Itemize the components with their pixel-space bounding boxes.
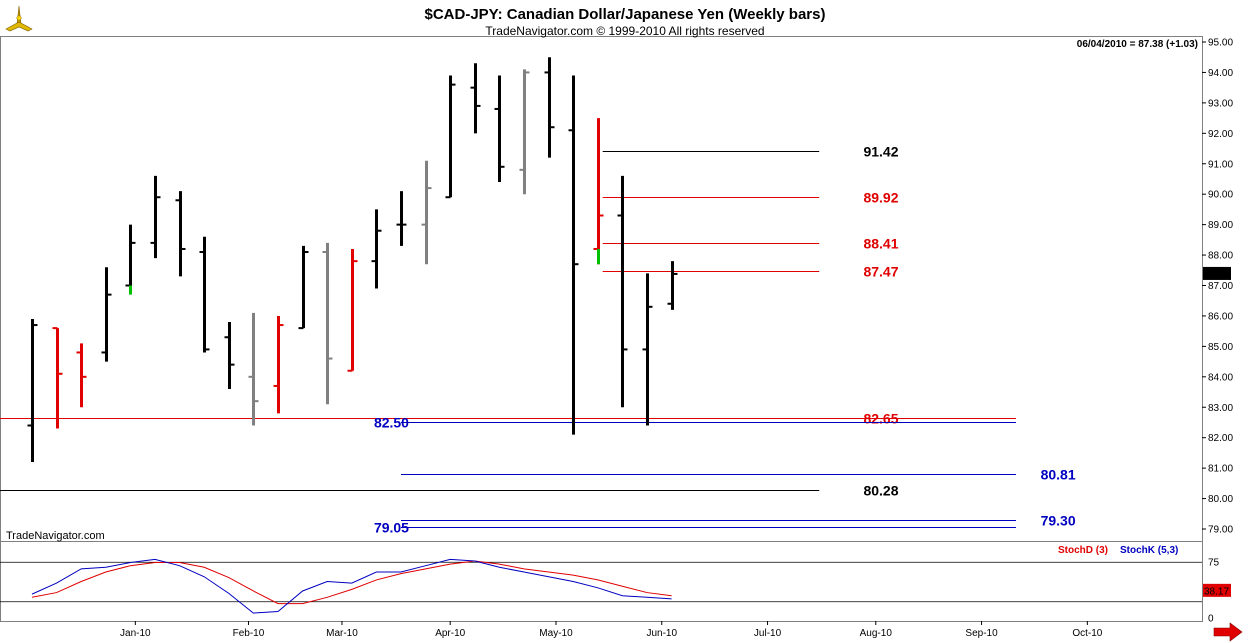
stoch-legend-d: StochD (3) bbox=[1058, 545, 1108, 556]
x-tick-label: Apr-10 bbox=[435, 628, 465, 639]
y-tick-label: 80.00 bbox=[1208, 494, 1233, 505]
level-lines: 91.42 89.92 88.41 87.47 82.65 82.50 80.81 80.28… bbox=[0, 144, 1076, 536]
stoch-y-tick-label: 75 bbox=[1208, 557, 1220, 568]
last-price-badge: 87.38 bbox=[1203, 266, 1231, 280]
y-tick-label: 94.00 bbox=[1208, 68, 1233, 79]
ohlc-bar bbox=[76, 343, 87, 408]
ohlc-bar bbox=[593, 118, 604, 265]
ohlc-bar bbox=[519, 69, 530, 195]
y-tick-label: 84.00 bbox=[1208, 372, 1233, 383]
ohlc-bar bbox=[617, 175, 628, 408]
price-bars bbox=[27, 57, 678, 463]
x-tick-label: Oct-10 bbox=[1072, 628, 1102, 639]
level-label: 82.65 bbox=[863, 411, 898, 427]
y-tick-label: 90.00 bbox=[1208, 190, 1233, 201]
stoch-panel-frame bbox=[0, 541, 1203, 622]
stoch-panel: 75 0 StochD (3) StochK (5,3) bbox=[0, 545, 1220, 625]
stoch-y-tick-label: 0 bbox=[1208, 614, 1214, 625]
ohlc-bar bbox=[667, 261, 678, 310]
y-tick-label: 79.00 bbox=[1208, 525, 1233, 536]
y-tick-label: 82.00 bbox=[1208, 433, 1233, 444]
svg-text:87.38: 87.38 bbox=[1204, 269, 1229, 280]
x-tick-label: Jul-10 bbox=[754, 628, 782, 639]
level-label: 82.50 bbox=[374, 415, 409, 431]
price-panel-frame bbox=[0, 36, 1203, 542]
y-tick-label: 81.00 bbox=[1208, 464, 1233, 475]
y-tick-label: 87.00 bbox=[1208, 281, 1233, 292]
ohlc-bar bbox=[322, 242, 333, 405]
x-tick-label: Aug-10 bbox=[860, 628, 893, 639]
stoch-value-badge: 38.17 bbox=[1203, 583, 1231, 597]
level-label: 79.05 bbox=[374, 520, 409, 536]
chart-subtitle: TradeNavigator.com © 1999-2010 All right… bbox=[485, 24, 764, 38]
y-tick-label: 89.00 bbox=[1208, 220, 1233, 231]
level-label: 79.30 bbox=[1041, 513, 1076, 529]
y-tick-label: 86.00 bbox=[1208, 311, 1233, 322]
scroll-right-arrow-icon[interactable] bbox=[1213, 622, 1243, 642]
tradenavigator-logo-icon bbox=[4, 5, 34, 33]
ohlc-bar bbox=[125, 224, 136, 289]
ohlc-bar bbox=[199, 236, 210, 353]
y-tick-label: 85.00 bbox=[1208, 342, 1233, 353]
x-tick-label: Feb-10 bbox=[233, 628, 265, 639]
y-tick-label: 93.00 bbox=[1208, 98, 1233, 109]
ohlc-bar bbox=[273, 315, 284, 414]
ohlc-bar bbox=[101, 267, 112, 362]
ohlc-bar bbox=[298, 245, 309, 330]
x-tick-label: May-10 bbox=[539, 628, 573, 639]
ohlc-bar bbox=[27, 318, 38, 463]
quote-readout: 06/04/2010 = 87.38 (+1.03) bbox=[1077, 39, 1198, 50]
chart-title: $CAD-JPY: Canadian Dollar/Japanese Yen (… bbox=[425, 6, 826, 23]
y-tick-label: 92.00 bbox=[1208, 129, 1233, 140]
stoch-d-line bbox=[31, 560, 672, 605]
stoch-legend-k: StochK (5,3) bbox=[1120, 545, 1178, 556]
ohlc-bar bbox=[248, 312, 259, 426]
ohlc-bar bbox=[642, 273, 653, 426]
ohlc-bar bbox=[347, 248, 358, 372]
ohlc-bar bbox=[224, 322, 235, 389]
x-tick-label: Mar-10 bbox=[326, 628, 358, 639]
ohlc-bar bbox=[445, 75, 456, 199]
level-label: 80.28 bbox=[863, 483, 898, 499]
stoch-k-line bbox=[31, 558, 672, 614]
watermark-text: TradeNavigator.com bbox=[6, 530, 105, 542]
x-axis-ticks: Jan-10 Feb-10 Mar-10 Apr-10 May-10 Jun-10 Jul-… bbox=[120, 621, 1103, 639]
level-label: 87.47 bbox=[863, 264, 898, 280]
ohlc-bar bbox=[175, 191, 186, 277]
ohlc-bar bbox=[544, 57, 555, 158]
x-tick-label: Sep-10 bbox=[965, 628, 998, 639]
ohlc-bar bbox=[396, 191, 407, 246]
ohlc-bar bbox=[494, 75, 505, 183]
level-label: 91.42 bbox=[863, 144, 898, 160]
level-label: 88.41 bbox=[863, 236, 898, 252]
y-tick-label: 88.00 bbox=[1208, 251, 1233, 262]
level-label: 80.81 bbox=[1041, 467, 1076, 483]
ohlc-bar bbox=[52, 327, 63, 429]
x-tick-label: Jan-10 bbox=[120, 628, 151, 639]
ohlc-bar bbox=[421, 160, 432, 265]
svg-text:38.17: 38.17 bbox=[1204, 586, 1229, 597]
x-tick-label: Jun-10 bbox=[646, 628, 677, 639]
ohlc-bar bbox=[371, 209, 382, 289]
level-label: 89.92 bbox=[863, 190, 898, 206]
ohlc-bar bbox=[568, 75, 579, 435]
y-tick-label: 95.00 bbox=[1208, 38, 1233, 49]
ohlc-bar bbox=[470, 63, 481, 134]
y-axis-ticks: 95.00 94.00 93.00 92.00 91.00 90.00 89.00 88.00… bbox=[1202, 38, 1233, 536]
y-tick-label: 83.00 bbox=[1208, 403, 1233, 414]
ohlc-bar bbox=[150, 175, 161, 259]
y-tick-label: 91.00 bbox=[1208, 159, 1233, 170]
